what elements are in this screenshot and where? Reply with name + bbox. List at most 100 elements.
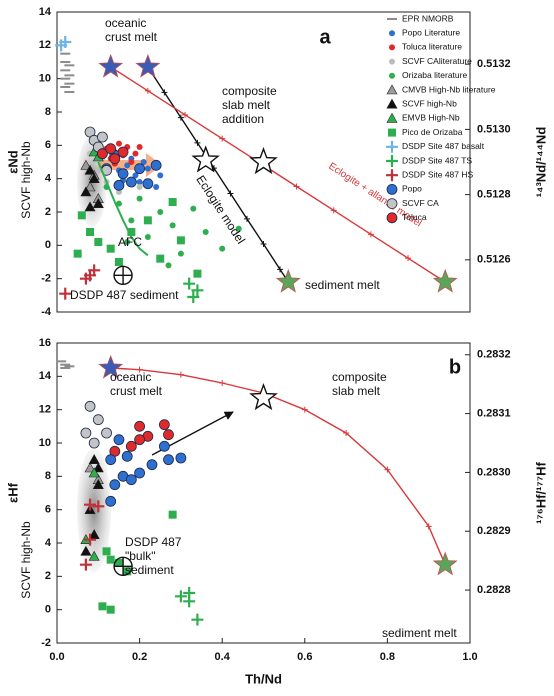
point (143, 216, 152, 225)
point (168, 198, 177, 206)
point (84, 400, 96, 412)
point (123, 567, 132, 576)
point (275, 268, 301, 293)
x-tick-label: 0.4 (215, 651, 231, 663)
line-tick (425, 523, 432, 530)
x-tick-label: 1.0 (462, 651, 477, 663)
point (113, 265, 133, 286)
point (98, 354, 124, 379)
y-tick-label: 8 (45, 106, 51, 118)
point (136, 195, 143, 202)
point (88, 454, 100, 464)
point (432, 551, 458, 576)
point (157, 172, 164, 179)
legend-marker (386, 169, 398, 182)
point (132, 150, 139, 157)
line-tick (243, 215, 250, 222)
legend-label: Toluca (402, 212, 427, 222)
legend-label: EPR NMORB (402, 13, 454, 23)
point (59, 36, 72, 48)
line-tick (219, 135, 226, 142)
point (86, 228, 95, 236)
annotation: crust melt (105, 30, 158, 44)
point (84, 533, 97, 546)
legend-label: SCVF CA (402, 198, 439, 208)
model-line (147, 66, 289, 283)
point (187, 291, 200, 303)
annotation: crust melt (110, 384, 163, 398)
point (84, 462, 96, 473)
y-tick-label: 0 (45, 239, 51, 251)
point (136, 184, 143, 190)
point (106, 244, 115, 253)
point (124, 162, 131, 169)
point (193, 269, 202, 278)
point (174, 590, 187, 603)
point (146, 459, 158, 471)
y-tick-label: -2 (41, 273, 51, 285)
point (92, 479, 104, 489)
line-tick (330, 207, 337, 214)
point (109, 479, 121, 491)
legend-label: DSDP Site 487 TS (402, 155, 472, 165)
legend-label: CMVB High-Nb literature (402, 84, 496, 94)
point (158, 419, 170, 431)
point (432, 268, 458, 293)
line-tick (301, 406, 308, 413)
line-tick (144, 87, 151, 94)
y-tick-label: 4 (45, 173, 52, 185)
point (191, 145, 220, 173)
point (125, 440, 137, 452)
legend-label: Popo (402, 184, 422, 194)
point (115, 200, 122, 207)
panel-label: a (319, 26, 331, 48)
annotation: addition (222, 112, 264, 126)
point (105, 495, 117, 507)
point (128, 217, 135, 224)
model-line (97, 161, 149, 257)
annotation: SCVF high-Nb (19, 521, 33, 599)
line-tick (219, 380, 226, 386)
point (169, 222, 176, 229)
line-tick (384, 466, 391, 473)
point (140, 159, 147, 165)
point (163, 454, 174, 466)
point (84, 201, 96, 212)
legend-marker (386, 155, 398, 167)
point (92, 500, 105, 513)
line-tick (227, 190, 234, 197)
point (59, 287, 72, 300)
point (80, 545, 92, 556)
legend-label: Toluca literature (402, 42, 462, 52)
annotation: sediment (125, 563, 174, 577)
y-tick-label: -2 (41, 637, 51, 649)
model-line (110, 66, 446, 283)
point (176, 236, 185, 245)
annotation: composite (332, 370, 387, 384)
line-tick (367, 231, 374, 238)
y-tick-label: 4 (45, 537, 52, 549)
legend-label: DSDP Site 487 basalt (402, 141, 485, 151)
annotation: slab melt (332, 384, 381, 398)
y2-tick-label: 0.5130 (477, 123, 511, 135)
point (134, 163, 146, 175)
legend-marker (389, 44, 395, 51)
point (125, 474, 137, 486)
legend-marker (386, 140, 398, 153)
legend-marker (386, 198, 398, 210)
point (183, 587, 196, 599)
annotation: composite (222, 84, 277, 98)
y2-tick-label: 0.2832 (477, 349, 511, 361)
x-tick-label: 0.8 (380, 651, 395, 663)
point (92, 462, 104, 473)
legend-marker (386, 212, 398, 224)
point (158, 440, 170, 452)
y2-tick-label: 0.5128 (477, 189, 511, 201)
point (92, 414, 104, 426)
annotation: DSDP 487 (125, 535, 182, 549)
line-tick (405, 255, 412, 262)
point (109, 153, 121, 165)
point (128, 159, 135, 165)
point (84, 181, 96, 192)
